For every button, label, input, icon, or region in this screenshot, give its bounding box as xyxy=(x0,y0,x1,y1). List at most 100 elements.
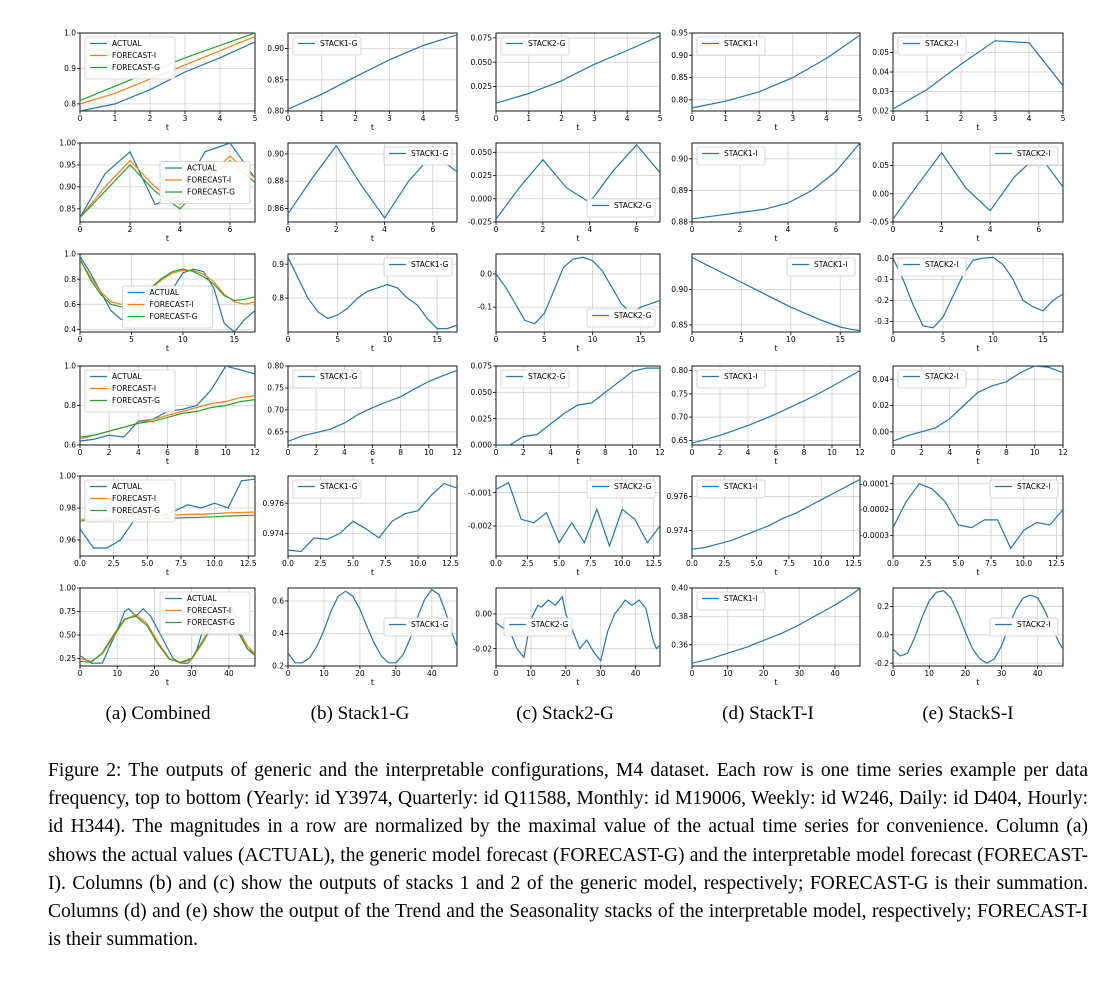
y-tick-label: -0.0002 xyxy=(860,505,889,514)
legend-label: STACK2-I xyxy=(925,39,959,48)
legend: STACK1-G xyxy=(292,369,362,389)
legend-label: STACK2-I xyxy=(1017,620,1051,629)
y-tick-label: 0.98 xyxy=(59,504,76,513)
axes-frame xyxy=(892,253,1064,333)
x-tick-label: 20 xyxy=(961,669,971,678)
legend-box xyxy=(696,146,766,166)
x-axis-label: t xyxy=(774,123,777,132)
x-tick-label: 0.0 xyxy=(282,559,294,568)
x-axis-label: t xyxy=(371,123,374,132)
axes-frame xyxy=(691,365,861,446)
y-tick-label: 0.976 xyxy=(263,499,285,508)
legend-box xyxy=(897,369,967,389)
y-tick-label: 0.70 xyxy=(671,413,688,422)
x-tick-label: 4 xyxy=(786,225,791,234)
legend-box xyxy=(989,146,1059,166)
x-axis-label: t xyxy=(774,457,777,466)
series-line-forecast-g xyxy=(80,258,255,308)
x-tick-label: 12.5 xyxy=(1048,559,1065,568)
x-tick-label: 5.0 xyxy=(553,559,565,568)
x-axis-label: t xyxy=(774,344,777,353)
series-line-stack1-i xyxy=(692,143,860,220)
x-tick-label: 4 xyxy=(988,225,993,234)
y-tick-label: -0.002 xyxy=(468,522,492,531)
x-tick-label: 10 xyxy=(1030,448,1040,457)
x-tick-label: 2 xyxy=(540,225,545,234)
axes-frame xyxy=(892,587,1064,667)
x-tick-label: 15 xyxy=(1038,335,1048,344)
y-tick-label: -0.0003 xyxy=(860,531,889,540)
legend: STACK2-I xyxy=(897,257,967,277)
x-tick-label: 5 xyxy=(739,335,744,344)
x-tick-label: 5 xyxy=(858,114,863,123)
axes-frame xyxy=(79,475,256,557)
x-tick-label: 0 xyxy=(286,335,291,344)
x-tick-label: 3 xyxy=(993,114,998,123)
x-tick-label: 0 xyxy=(78,669,83,678)
y-tick-label: 0.000 xyxy=(471,194,493,203)
legend: STACK1-G xyxy=(383,617,453,637)
series-line-stack2-i xyxy=(893,40,1063,110)
legend: ACTUAL FORECAST-I FORECAST-G xyxy=(122,285,213,329)
y-tick-label: 0.88 xyxy=(267,177,284,186)
x-tick-label: 6 xyxy=(165,448,170,457)
legend-box xyxy=(696,369,766,389)
x-tick-label: 0 xyxy=(891,448,896,457)
y-tick-label: 0.90 xyxy=(671,154,688,163)
subplot-r3-c3: 0 5 10 15 -0.1 0.0 t STACK2-G xyxy=(477,253,661,353)
y-tick-label: 0.50 xyxy=(59,631,76,640)
legend-label: FORECAST-I xyxy=(187,176,231,185)
subplot-r4-c2: 0 2 4 6 8 10 12 0.65 0.70 0.75 0.80 t STACK1-G xyxy=(267,362,462,466)
legend-box xyxy=(292,36,362,56)
y-tick-label: -0.025 xyxy=(468,218,492,227)
y-tick-label: 0.050 xyxy=(471,388,493,397)
x-tick-label: 12 xyxy=(1058,448,1068,457)
x-tick-label: 6 xyxy=(1036,225,1041,234)
x-tick-label: 40 xyxy=(427,669,437,678)
legend-label: STACK1-G xyxy=(411,149,449,158)
y-tick-label: 0.4 xyxy=(272,629,284,638)
x-tick-label: 5.0 xyxy=(952,559,964,568)
axes-frame xyxy=(892,142,1064,223)
legend-label: STACK1-I xyxy=(724,39,758,48)
y-tick-label: 0.90 xyxy=(267,149,284,158)
y-tick-label: 1.0 xyxy=(64,29,76,38)
x-tick-label: 8 xyxy=(194,448,199,457)
x-tick-label: 10.0 xyxy=(813,559,830,568)
y-tick-label: -0.2 xyxy=(874,659,889,668)
axes-frame xyxy=(892,475,1064,557)
y-tick-label: 0.40 xyxy=(671,584,688,593)
series-line-stack2-i xyxy=(893,256,1063,329)
axes-frame xyxy=(287,142,458,223)
legend-label: STACK1-G xyxy=(320,39,358,48)
legend-label: ACTUAL xyxy=(112,482,142,491)
legend-box xyxy=(159,591,251,635)
series-line-stack2-i xyxy=(893,482,1063,550)
legend-box xyxy=(503,617,573,637)
legend: STACK1-G xyxy=(292,479,362,499)
x-axis-label: t xyxy=(976,123,979,132)
x-tick-label: 2 xyxy=(334,225,339,234)
caption-stackt-i: (d) StackT-I xyxy=(722,703,814,724)
x-tick-label: 5 xyxy=(542,335,547,344)
x-tick-label: 6 xyxy=(576,448,581,457)
y-tick-label: 0.075 xyxy=(471,33,493,42)
legend: STACK2-G xyxy=(503,617,573,637)
legend-box xyxy=(786,257,856,277)
legend: STACK1-I xyxy=(696,591,766,611)
y-tick-label: 0.974 xyxy=(263,529,285,538)
subplot-r6-c5: 0 10 20 30 40 -0.2 0.0 0.2 t STACK2-I xyxy=(874,587,1064,687)
legend: STACK2-I xyxy=(897,369,967,389)
legend-label: STACK1-I xyxy=(724,482,758,491)
x-tick-label: 7.5 xyxy=(783,559,795,568)
x-tick-label: 5 xyxy=(253,114,258,123)
x-tick-label: 0 xyxy=(690,335,695,344)
legend-label: STACK1-I xyxy=(814,260,848,269)
subplot-r3-c5: 0 5 10 15 -0.3 -0.2 -0.1 0.0 t STACK2-I xyxy=(874,253,1064,353)
legend: ACTUAL FORECAST-I FORECAST-G xyxy=(84,479,176,523)
x-tick-label: 4 xyxy=(382,225,387,234)
y-tick-label: 0.90 xyxy=(671,285,688,294)
y-tick-label: 0.00 xyxy=(475,610,492,619)
x-axis-label: t xyxy=(576,123,579,132)
x-tick-label: 10 xyxy=(827,448,837,457)
